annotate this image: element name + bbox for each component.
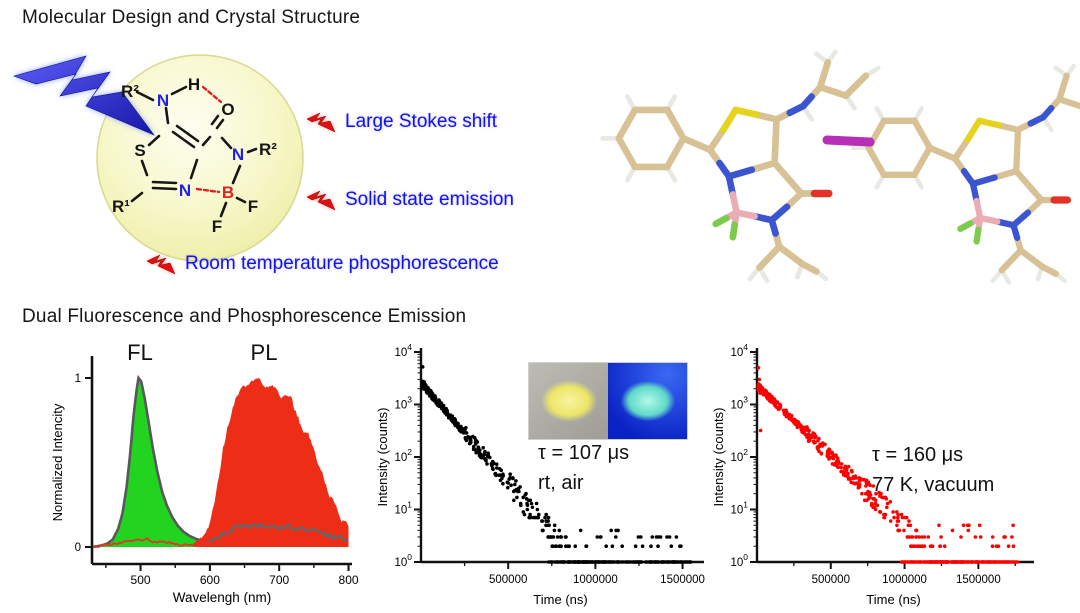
crystal-molecule-left — [603, 52, 879, 281]
svg-text:Time (ns): Time (ns) — [533, 592, 587, 607]
atom-f-right: F — [248, 197, 258, 216]
svg-text:Wavelengh (nm): Wavelengh (nm) — [173, 590, 272, 605]
svg-text:102: 102 — [730, 447, 748, 464]
red-bolt-icon — [306, 190, 336, 211]
highlight-circle — [96, 54, 304, 262]
svg-text:500: 500 — [131, 573, 151, 587]
atom-f-bottom: F — [212, 217, 222, 236]
svg-text:Time (ns): Time (ns) — [866, 592, 920, 607]
svg-text:1000000: 1000000 — [573, 574, 618, 586]
bullet-rtp: Room temperature phosphorescence — [146, 252, 499, 276]
lifetime-annotation-77k: τ = 160 μs — [872, 444, 964, 466]
crystal-molecule-right — [853, 66, 1080, 283]
dashed-interaction-bonds — [195, 85, 223, 194]
svg-text:1: 1 — [75, 373, 81, 385]
svg-text:1500000: 1500000 — [660, 574, 705, 586]
svg-text:Normalized Intencity: Normalized Intencity — [50, 403, 65, 521]
atom-n-ring: N — [179, 181, 191, 200]
atom-n-amide: N — [232, 145, 244, 164]
atom-b: B — [222, 183, 234, 202]
molecule-scheme: R² N H O S N R¹ B F F N R² — [13, 54, 304, 262]
spectra-plot-area: 0 1 500 600 700 800 Wavelengh (nm) Normalized I… — [50, 356, 359, 605]
excitation-bolt-icon — [13, 55, 155, 136]
condition-annotation-rt: rt, air — [538, 472, 584, 494]
decay-chart-rt: 100 101 102 103 104 500000 1000000 1500000 Time … — [370, 340, 715, 613]
section-title-top: Molecular Design and Crystal Structure — [22, 7, 361, 28]
bullet-stokes: Large Stokes shift — [306, 110, 497, 134]
powder-photo-inset — [528, 362, 688, 440]
svg-text:500000: 500000 — [812, 574, 850, 586]
atom-r2-top: R² — [121, 82, 139, 101]
svg-text:500000: 500000 — [489, 574, 527, 586]
svg-text:1500000: 1500000 — [956, 574, 1001, 586]
bullet-rtp-label: Room temperature phosphorescence — [185, 253, 499, 274]
decay-rt-plot-area: 100 101 102 103 104 500000 1000000 1500000 Time … — [375, 342, 705, 607]
red-bolt-icon — [306, 112, 336, 133]
svg-text:800: 800 — [339, 573, 359, 587]
powder-photo-uv — [608, 363, 687, 439]
svg-text:700: 700 — [269, 573, 289, 587]
atom-s: S — [134, 141, 145, 160]
atom-h: H — [188, 75, 200, 94]
svg-text:100: 100 — [394, 552, 412, 569]
bullet-solid-state: Solid state emission — [306, 188, 514, 212]
atom-labels: R² N H O S N R¹ B F F N R² — [112, 75, 277, 236]
powder-blob — [534, 375, 604, 427]
atom-r1: R¹ — [112, 197, 130, 216]
svg-text:104: 104 — [394, 342, 412, 359]
atom-r2-right: R² — [259, 140, 277, 159]
svg-text:101: 101 — [730, 500, 748, 517]
svg-text:Intensity (counts): Intensity (counts) — [375, 408, 390, 507]
bullet-solid-state-label: Solid state emission — [345, 189, 514, 210]
svg-text:103: 103 — [394, 395, 412, 412]
fl-label: FL — [127, 340, 153, 365]
svg-text:600: 600 — [200, 573, 220, 587]
decay-77k-plot-area: 100 101 102 103 104 500000 1000000 1500000 Time … — [711, 342, 1034, 607]
svg-text:101: 101 — [394, 500, 412, 517]
svg-text:102: 102 — [394, 447, 412, 464]
lifetime-annotation-rt: τ = 107 μs — [538, 442, 630, 464]
bullet-stokes-label: Large Stokes shift — [345, 111, 498, 132]
svg-text:100: 100 — [730, 552, 748, 569]
crystal-structures — [595, 35, 1080, 315]
atom-n-top: N — [157, 91, 169, 110]
svg-text:1000000: 1000000 — [882, 574, 927, 586]
svg-text:103: 103 — [730, 395, 748, 412]
spectra-chart: 0 1 500 600 700 800 Wavelengh (nm) Normalized I… — [20, 340, 370, 613]
powder-photo-daylight — [529, 363, 608, 439]
pl-label: PL — [250, 340, 278, 365]
powder-blob-uv — [613, 375, 683, 427]
decay-chart-77k: 100 101 102 103 104 500000 1000000 1500000 Time … — [705, 340, 1080, 613]
svg-text:0: 0 — [75, 542, 81, 554]
bond-lines — [130, 85, 258, 218]
iodine-stick — [822, 135, 875, 147]
atom-o: O — [221, 100, 234, 119]
condition-annotation-77k: 77 K, vacuum — [872, 474, 995, 496]
svg-text:Intensity (counts): Intensity (counts) — [711, 408, 726, 507]
section-title-bottom: Dual Fluorescence and Phosphorescence Em… — [22, 306, 467, 327]
svg-text:104: 104 — [730, 342, 748, 359]
red-bolt-icon — [146, 254, 176, 275]
